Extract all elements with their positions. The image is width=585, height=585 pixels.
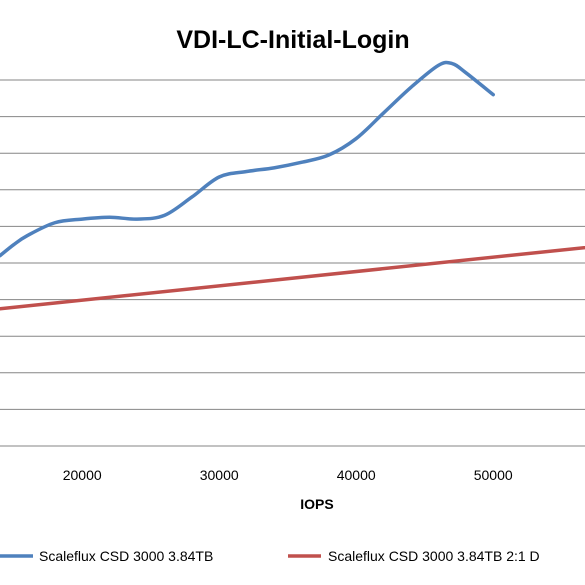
series-line-1 (0, 60, 495, 258)
gridlines (0, 79, 585, 410)
legend: Scaleflux CSD 3000 3.84TB Scaleflux CSD 3… (0, 548, 540, 564)
series-line-2 (0, 245, 585, 311)
x-tick-label: 20000 (63, 467, 102, 483)
chart-title: VDI-LC-Initial-Login (176, 26, 409, 54)
legend-label-2: Scaleflux CSD 3000 3.84TB 2:1 D (328, 548, 540, 564)
x-axis-title: IOPS (300, 496, 333, 512)
x-tick-label: 30000 (200, 467, 239, 483)
x-tick-label: 40000 (337, 467, 376, 483)
x-tick-label: 50000 (474, 467, 513, 483)
series-lines (0, 60, 585, 311)
x-tick-labels: 2000030000400005000060000 (63, 467, 513, 483)
legend-label-1: Scaleflux CSD 3000 3.84TB (39, 548, 213, 564)
